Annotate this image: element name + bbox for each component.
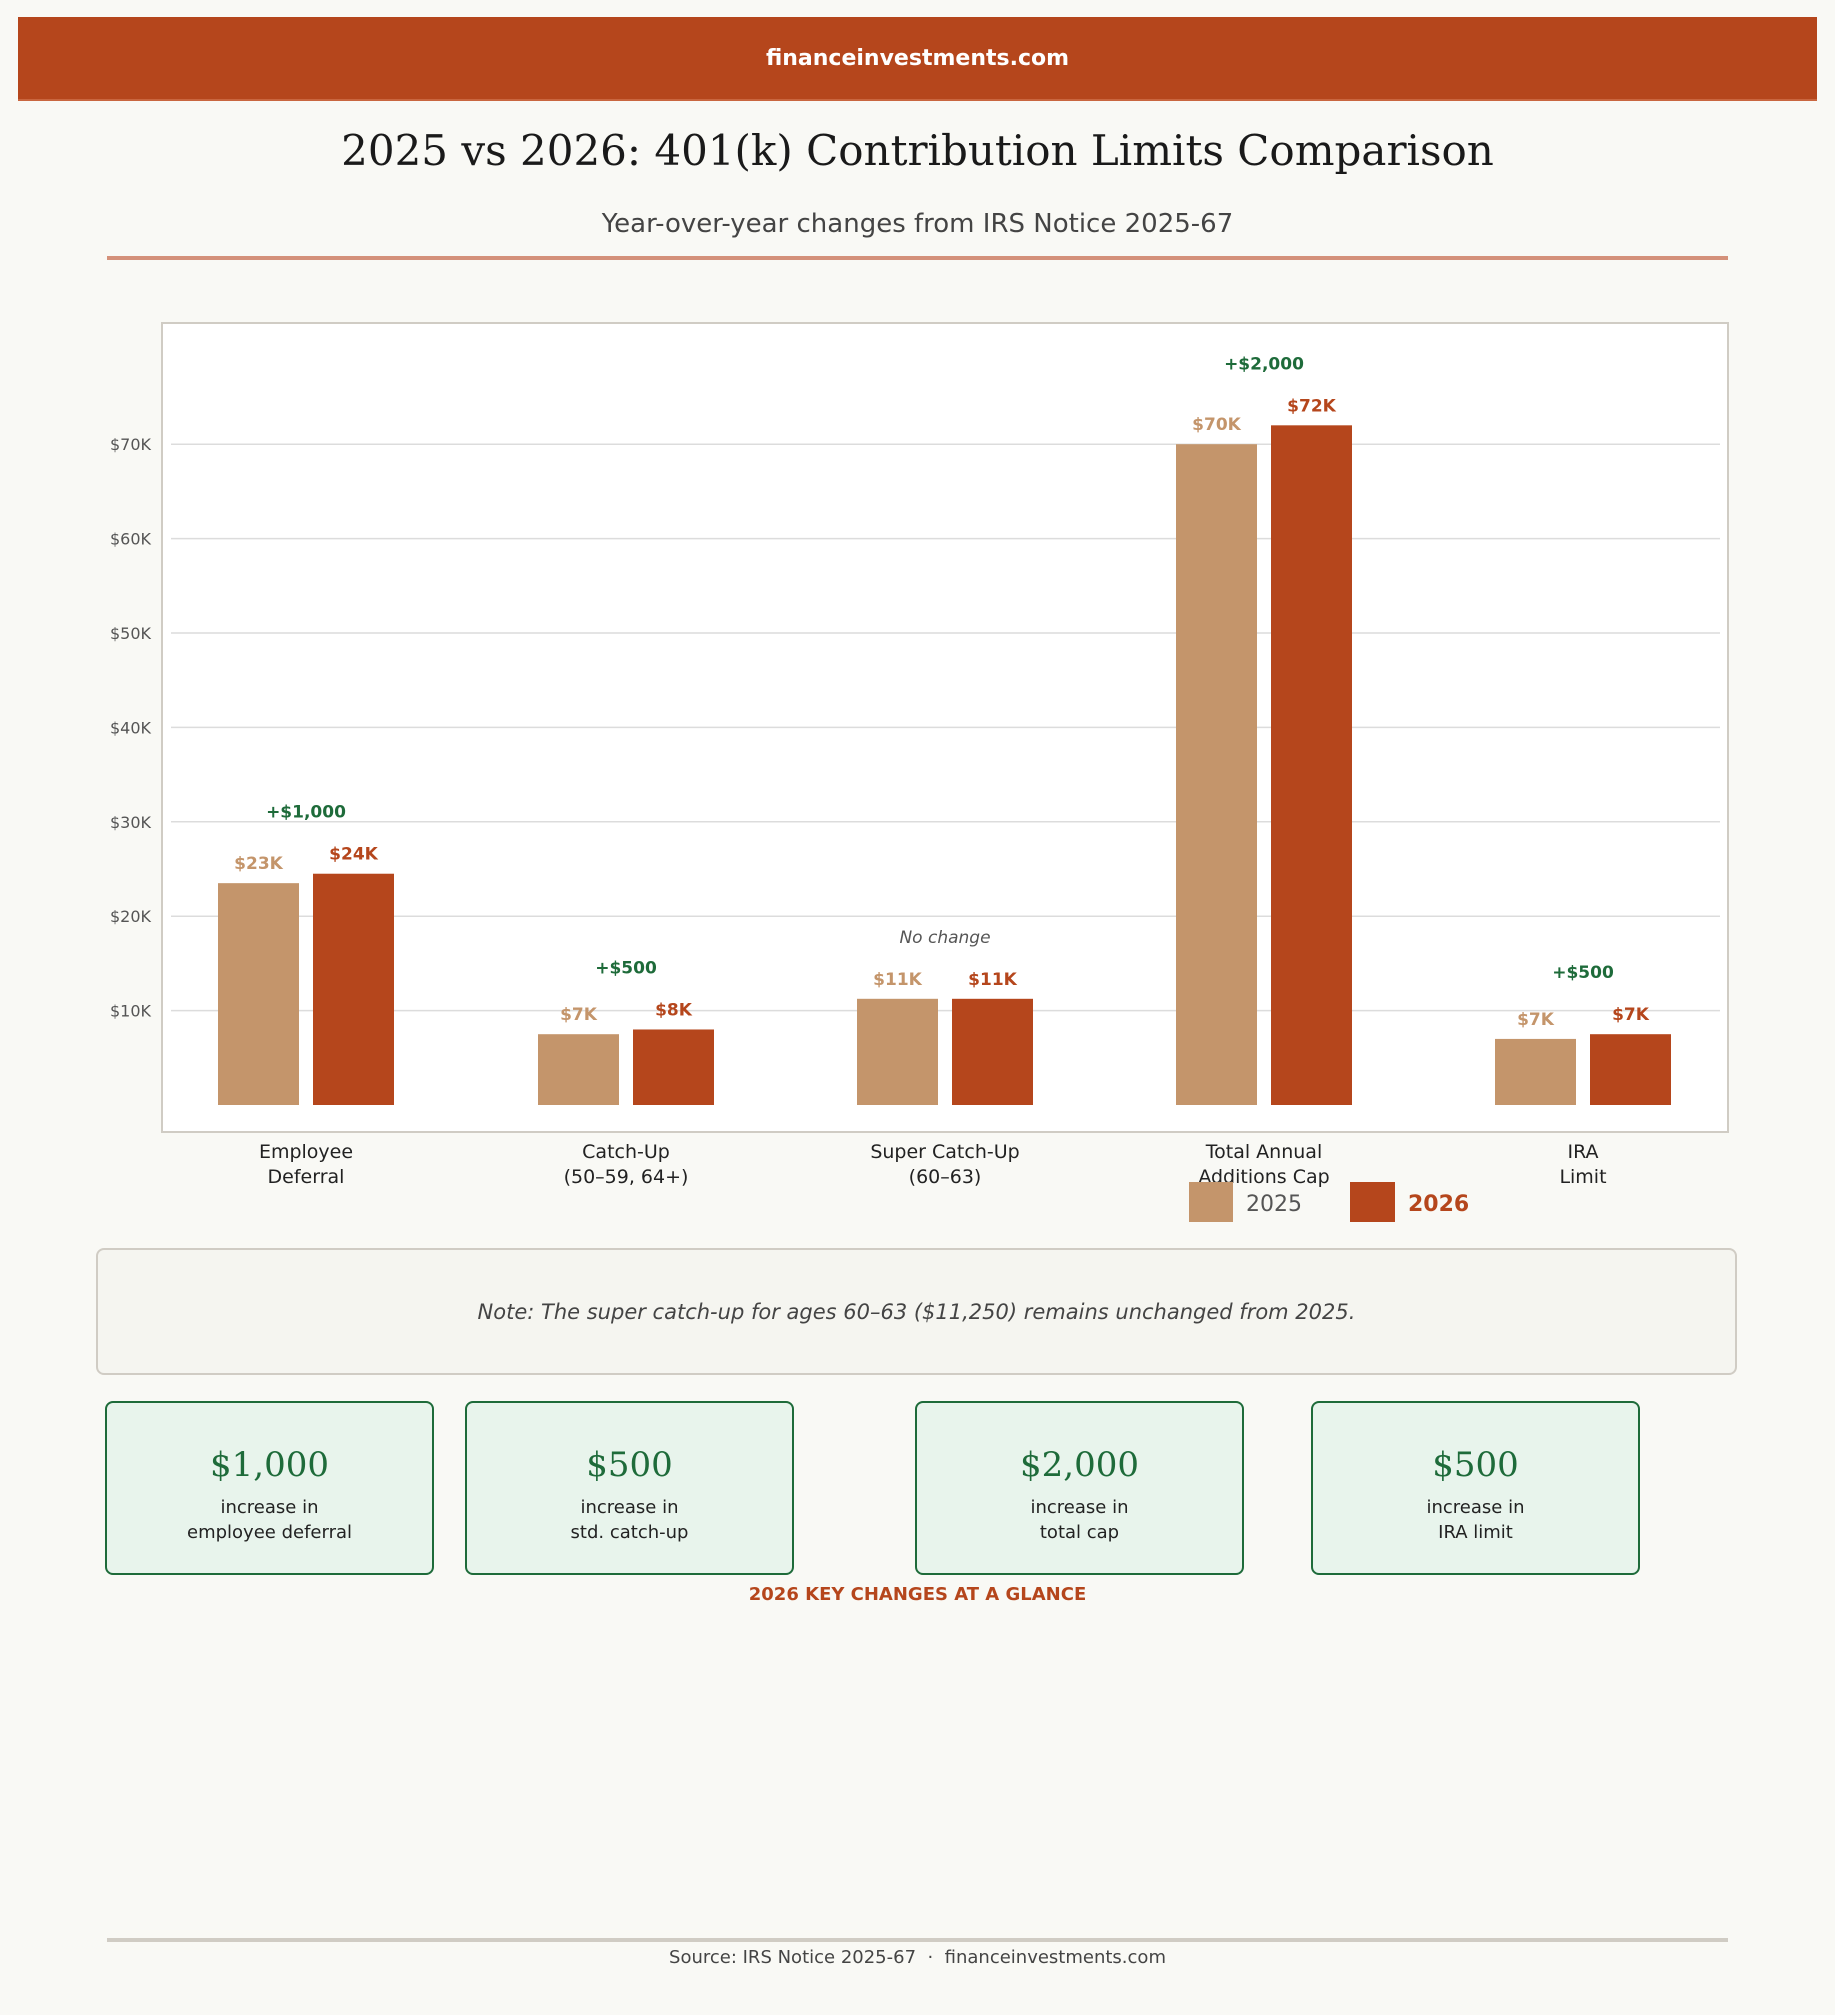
legend-label-2026: 2026 — [1408, 1192, 1469, 1217]
card-label: increase in — [1426, 1497, 1525, 1518]
bar-value-label: $7K — [1612, 1005, 1650, 1025]
x-category-label: Deferral — [268, 1166, 345, 1188]
x-category-label: Total Annual — [1205, 1141, 1322, 1163]
card-label: total cap — [1039, 1522, 1120, 1543]
key-change-card: $2,000 increase in total cap — [915, 1401, 1244, 1575]
card-label: increase in — [580, 1497, 679, 1518]
note-box: Note: The super catch-up for ages 60–63 … — [96, 1248, 1737, 1375]
cards-caption: 2026 KEY CHANGES AT A GLANCE — [748, 1584, 1087, 1605]
x-category-label: (50–59, 64+) — [564, 1166, 689, 1188]
x-category-label: Employee — [259, 1141, 353, 1163]
note-text: Note: The super catch-up for ages 60–63 … — [477, 1299, 1356, 1324]
y-tick-label: $70K — [110, 435, 152, 454]
bar-chart: $10K $20K $30K $40K $50K $60K $70K $23K $24K +$1,… — [110, 322, 1729, 1222]
bar-value-label: $72K — [1287, 396, 1336, 416]
bar-value-label: $24K — [329, 845, 378, 865]
bar-2026 — [1271, 425, 1352, 1105]
x-category-label: Limit — [1559, 1166, 1606, 1188]
change-annotation: +$500 — [1552, 963, 1614, 983]
card-label: increase in — [1030, 1497, 1129, 1518]
bar-2026 — [1590, 1034, 1671, 1105]
y-tick-label: $60K — [110, 530, 152, 549]
legend-swatch-2025 — [1189, 1182, 1233, 1222]
y-tick-label: $30K — [110, 813, 152, 832]
x-category-label: Super Catch-Up — [870, 1141, 1019, 1163]
card-value: $2,000 — [1020, 1445, 1139, 1485]
y-tick-label: $40K — [110, 718, 152, 737]
bar-value-label: $23K — [234, 854, 283, 874]
change-annotation: +$500 — [595, 958, 657, 978]
bar-2025 — [538, 1034, 619, 1105]
bar-2026 — [952, 998, 1033, 1105]
bar-value-label: $11K — [968, 970, 1017, 990]
x-category-label: IRA — [1567, 1141, 1598, 1163]
change-annotation: +$2,000 — [1224, 354, 1304, 374]
bar-value-label: $70K — [1192, 415, 1241, 435]
bar-2025 — [1176, 444, 1257, 1105]
legend-label-2025: 2025 — [1246, 1192, 1302, 1217]
card-value: $500 — [586, 1445, 673, 1485]
legend-swatch-2026 — [1350, 1182, 1395, 1222]
y-tick-label: $50K — [110, 624, 152, 643]
page-subtitle: Year-over-year changes from IRS Notice 2… — [601, 209, 1234, 239]
x-category-label: (60–63) — [909, 1166, 982, 1188]
bar-2026 — [313, 873, 394, 1105]
key-change-card: $500 increase in IRA limit — [1311, 1401, 1640, 1575]
change-annotation: +$1,000 — [266, 803, 346, 823]
bar-2025 — [857, 998, 938, 1105]
bar-value-label: $11K — [873, 970, 922, 990]
card-label: employee deferral — [187, 1522, 352, 1543]
card-label: increase in — [220, 1497, 319, 1518]
bar-2025 — [1495, 1038, 1576, 1105]
change-annotation: No change — [899, 928, 990, 948]
bar-value-label: $7K — [560, 1005, 598, 1025]
bar-2025 — [218, 883, 299, 1105]
card-value: $500 — [1432, 1445, 1519, 1485]
bar-2026 — [633, 1029, 714, 1105]
y-tick-label: $20K — [110, 907, 152, 926]
x-category-label: Catch-Up — [582, 1141, 670, 1163]
footer-source: Source: IRS Notice 2025-67 · financeinve… — [669, 1947, 1166, 1968]
title-divider — [107, 256, 1728, 260]
card-label: std. catch-up — [570, 1522, 689, 1543]
key-change-card: $1,000 increase in employee deferral — [105, 1401, 434, 1575]
card-label: IRA limit — [1438, 1522, 1513, 1543]
site-name: financeinvestments.com — [765, 45, 1070, 71]
footer-divider — [107, 1938, 1728, 1942]
card-value: $1,000 — [210, 1445, 329, 1485]
bar-value-label: $8K — [655, 1000, 693, 1020]
page-title: 2025 vs 2026: 401(k) Contribution Limits… — [341, 126, 1494, 175]
key-change-card: $500 increase in std. catch-up — [465, 1401, 794, 1575]
site-header: financeinvestments.com — [18, 17, 1817, 101]
bar-value-label: $7K — [1517, 1010, 1555, 1030]
y-tick-label: $10K — [110, 1002, 152, 1021]
